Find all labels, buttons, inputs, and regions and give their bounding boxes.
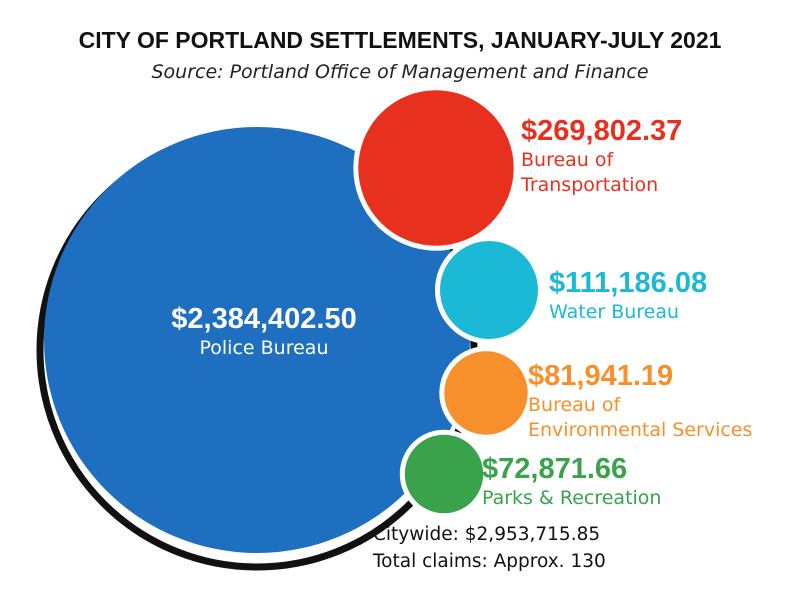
name-label-bureau-of-transportation-line-2: Transportation xyxy=(520,174,658,196)
bubble-water-bureau xyxy=(435,236,543,344)
bubble-parks-and-recreation xyxy=(399,429,489,519)
value-label-bureau-of-environmental-services: $81,941.19 xyxy=(528,360,673,392)
name-label-water-bureau: Water Bureau xyxy=(549,301,679,323)
bubble-police-bureau xyxy=(44,127,470,553)
bubbles-group xyxy=(36,85,543,571)
name-label-bureau-of-environmental-services-line-2: Environmental Services xyxy=(528,419,752,441)
summary-group: Citywide: $2,953,715.85 Total claims: App… xyxy=(372,524,606,572)
name-label-police-bureau: Police Bureau xyxy=(200,337,329,359)
summary-total-claims: Total claims: Approx. 130 xyxy=(372,551,606,572)
bubble-bureau-of-environmental-services xyxy=(439,346,533,440)
value-label-bureau-of-transportation: $269,802.37 xyxy=(521,115,682,147)
value-label-water-bureau: $111,186.08 xyxy=(549,267,707,299)
value-label-parks-and-recreation: $72,871.66 xyxy=(482,453,627,485)
chart-title: CITY OF PORTLAND SETTLEMENTS, JANUARY-JU… xyxy=(79,27,722,53)
value-label-police-bureau: $2,384,402.50 xyxy=(171,303,356,335)
chart-subtitle: Source: Portland Office of Management an… xyxy=(151,61,648,83)
name-label-bureau-of-transportation-line-1: Bureau of xyxy=(521,149,615,171)
summary-citywide: Citywide: $2,953,715.85 xyxy=(373,524,600,545)
bubble-bureau-of-transportation xyxy=(353,85,519,251)
name-label-bureau-of-environmental-services-line-1: Bureau of xyxy=(528,394,622,416)
name-label-parks-and-recreation: Parks & Recreation xyxy=(482,487,661,509)
